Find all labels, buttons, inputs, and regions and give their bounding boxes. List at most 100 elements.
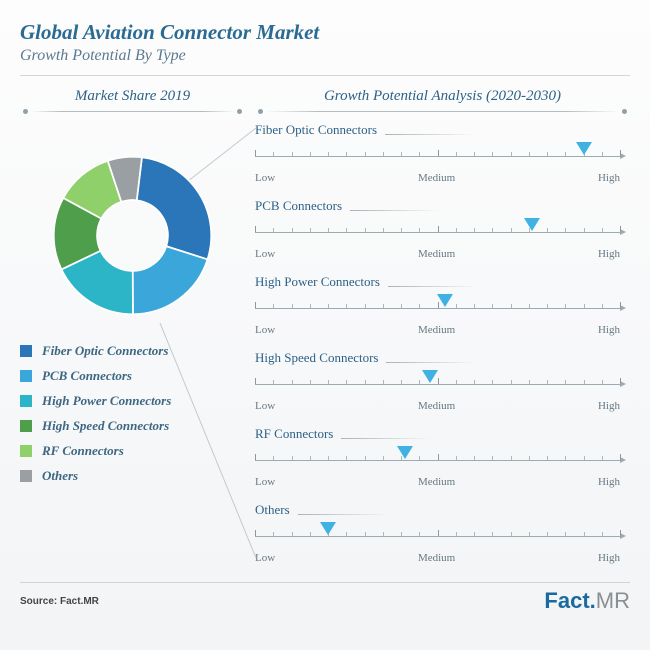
- legend-item: Others: [20, 468, 245, 484]
- scale-tick: [474, 152, 475, 156]
- scale-tick: [419, 228, 420, 232]
- scale-tick: [565, 380, 566, 384]
- scale-tick: [456, 456, 457, 460]
- scale-tick: [273, 304, 274, 308]
- growth-marker: [422, 370, 438, 383]
- scale-tick-major: [620, 454, 621, 460]
- legend-swatch: [20, 445, 32, 457]
- scale-tick-major: [438, 150, 439, 156]
- growth-marker: [524, 218, 540, 231]
- scale-label-medium: Medium: [418, 400, 455, 412]
- scale-tick: [602, 152, 603, 156]
- scale-tick: [511, 380, 512, 384]
- scale-tick-major: [438, 530, 439, 536]
- scale-tick-major: [620, 226, 621, 232]
- growth-item-name: Fiber Optic Connectors: [255, 122, 377, 138]
- scale-labels: LowMediumHigh: [255, 172, 630, 184]
- scale-tick: [584, 380, 585, 384]
- legend-swatch: [20, 420, 32, 432]
- scale-tick: [474, 456, 475, 460]
- scale-tick: [529, 456, 530, 460]
- scale-tick-major: [438, 454, 439, 460]
- scale-tick: [401, 152, 402, 156]
- growth-scale: [255, 142, 630, 172]
- scale-tick: [383, 380, 384, 384]
- scale-tick: [529, 380, 530, 384]
- scale-tick: [492, 228, 493, 232]
- growth-potential-list: Fiber Optic ConnectorsLowMediumHighPCB C…: [255, 122, 630, 564]
- scale-tick: [365, 532, 366, 536]
- scale-label-high: High: [598, 552, 620, 564]
- legend-item: High Speed Connectors: [20, 418, 245, 434]
- scale-tick: [474, 532, 475, 536]
- scale-tick: [383, 456, 384, 460]
- scale-label-medium: Medium: [418, 172, 455, 184]
- scale-tick: [365, 304, 366, 308]
- heading-tail-line: [386, 362, 476, 363]
- scale-tick: [584, 228, 585, 232]
- legend-label: RF Connectors: [42, 443, 124, 459]
- scale-tick: [456, 532, 457, 536]
- scale-tick: [419, 532, 420, 536]
- scale-tick-major: [255, 378, 256, 384]
- heading-underline: [20, 109, 245, 114]
- scale-tick: [365, 152, 366, 156]
- legend-label: High Speed Connectors: [42, 418, 169, 434]
- scale-tick: [346, 532, 347, 536]
- scale-axis: [255, 460, 620, 461]
- scale-axis: [255, 232, 620, 233]
- scale-tick: [511, 152, 512, 156]
- legend-swatch: [20, 395, 32, 407]
- scale-tick: [492, 304, 493, 308]
- scale-tick: [511, 228, 512, 232]
- scale-tick: [310, 228, 311, 232]
- scale-tick: [529, 304, 530, 308]
- scale-tick-major: [255, 530, 256, 536]
- scale-tick: [419, 380, 420, 384]
- legend-swatch: [20, 345, 32, 357]
- scale-tick: [602, 380, 603, 384]
- scale-label-medium: Medium: [418, 476, 455, 488]
- logo-part2: MR: [596, 588, 630, 613]
- scale-tick: [456, 152, 457, 156]
- scale-tick: [328, 456, 329, 460]
- scale-tick: [310, 152, 311, 156]
- scale-tick: [584, 456, 585, 460]
- scale-tick: [365, 380, 366, 384]
- market-share-donut: [45, 148, 220, 323]
- scale-labels: LowMediumHigh: [255, 476, 630, 488]
- scale-tick: [292, 532, 293, 536]
- legend-label: Fiber Optic Connectors: [42, 343, 168, 359]
- scale-label-high: High: [598, 400, 620, 412]
- scale-label-medium: Medium: [418, 324, 455, 336]
- logo-part1: Fact.: [544, 588, 595, 613]
- scale-tick: [492, 456, 493, 460]
- scale-tick: [547, 304, 548, 308]
- legend-label: Others: [42, 468, 78, 484]
- scale-tick: [328, 152, 329, 156]
- scale-tick: [365, 228, 366, 232]
- scale-tick: [474, 228, 475, 232]
- logo: Fact.MR: [544, 588, 630, 614]
- scale-tick: [511, 532, 512, 536]
- growth-item: High Speed ConnectorsLowMediumHigh: [255, 350, 630, 412]
- scale-tick: [328, 228, 329, 232]
- scale-tick: [602, 304, 603, 308]
- scale-tick: [492, 152, 493, 156]
- scale-tick: [547, 152, 548, 156]
- scale-tick-major: [620, 302, 621, 308]
- scale-tick: [547, 380, 548, 384]
- scale-tick: [383, 152, 384, 156]
- scale-tick: [511, 456, 512, 460]
- scale-tick: [273, 456, 274, 460]
- scale-tick: [383, 532, 384, 536]
- scale-tick: [547, 228, 548, 232]
- scale-tick: [310, 532, 311, 536]
- scale-label-low: Low: [255, 400, 275, 412]
- scale-tick: [273, 532, 274, 536]
- scale-tick: [292, 380, 293, 384]
- legend-label: PCB Connectors: [42, 368, 132, 384]
- scale-axis: [255, 384, 620, 385]
- scale-tick: [584, 304, 585, 308]
- scale-tick-major: [255, 454, 256, 460]
